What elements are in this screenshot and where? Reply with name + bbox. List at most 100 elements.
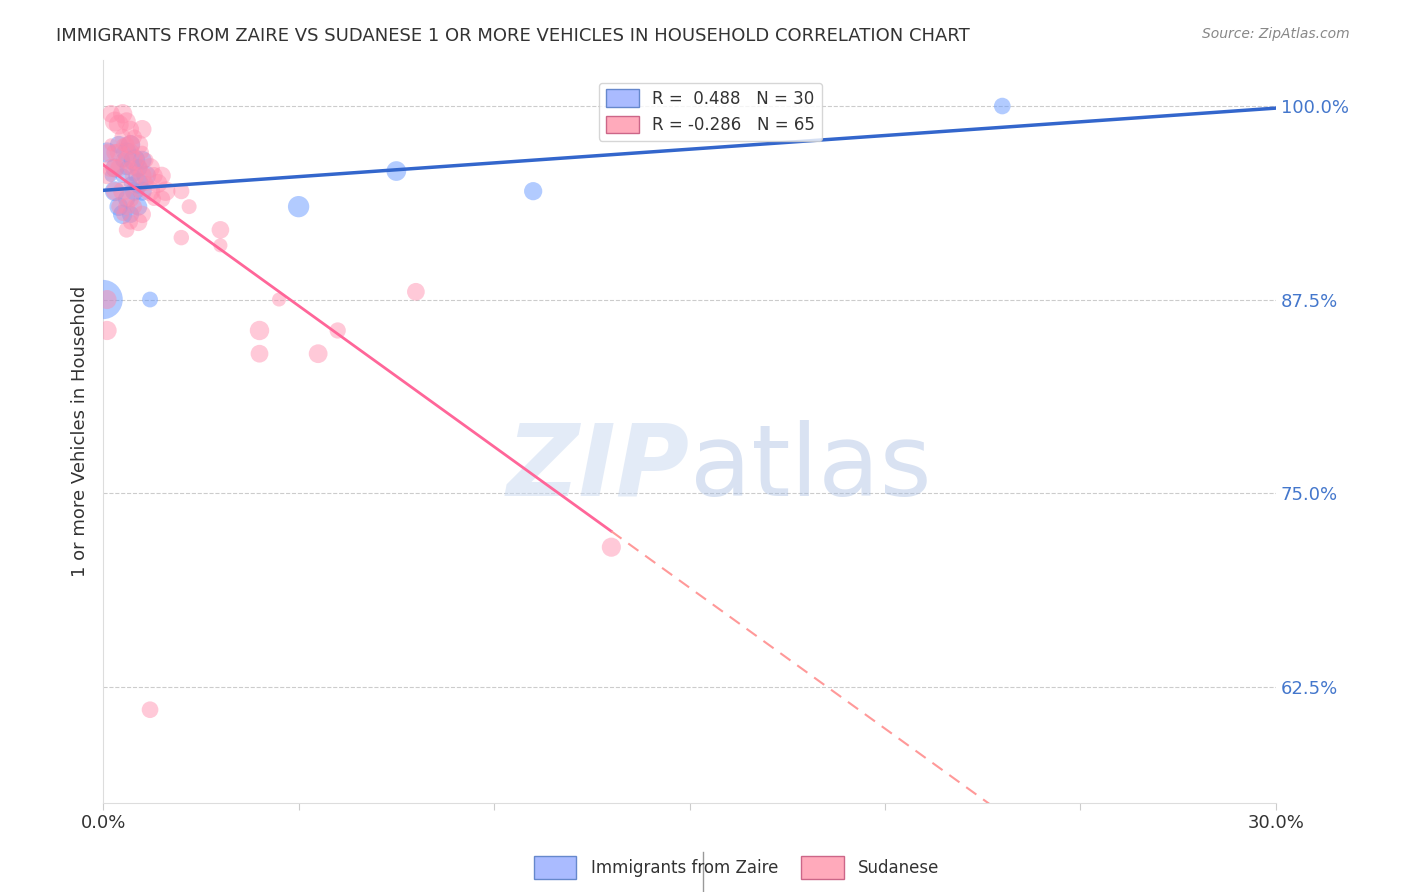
Point [120,177,142,191]
Point [127,177,149,191]
Point [96,169,118,183]
Point [179,200,201,214]
Point [120,161,142,175]
Point [127,200,149,214]
Point [107,137,129,152]
Point [135,177,157,191]
Y-axis label: 1 or more Vehicles in Household: 1 or more Vehicles in Household [72,285,89,577]
Point [104,114,127,128]
Point [135,153,157,168]
Point [287,200,309,214]
Point [120,137,142,152]
Point [131,145,153,160]
Text: Source: ZipAtlas.com: Source: ZipAtlas.com [1202,27,1350,41]
Point [96,293,118,307]
Point [115,145,138,160]
Point [115,114,138,128]
Point [326,323,349,337]
Point [104,184,127,198]
Point [104,161,127,175]
Point [100,137,122,152]
Point [139,161,162,175]
Point [96,145,118,160]
Point [100,107,122,121]
Point [267,293,290,307]
Point [111,153,134,168]
Point [124,169,146,183]
Point [91,293,114,307]
Point [107,118,129,132]
Point [146,177,169,191]
Point [115,161,138,175]
Point [127,161,149,175]
Point [142,169,165,183]
Point [107,145,129,160]
Text: IMMIGRANTS FROM ZAIRE VS SUDANESE 1 OR MORE VEHICLES IN HOUSEHOLD CORRELATION CH: IMMIGRANTS FROM ZAIRE VS SUDANESE 1 OR M… [56,27,970,45]
Point [107,200,129,214]
Point [249,323,271,337]
Text: Sudanese: Sudanese [858,859,939,877]
Point [209,223,232,237]
Point [139,293,162,307]
Point [170,184,193,198]
Text: ZIP: ZIP [506,420,689,516]
Point [131,169,153,183]
Point [100,169,122,183]
Point [120,207,142,221]
Point [120,215,142,229]
Point [107,161,129,175]
Point [522,184,544,198]
Point [127,184,149,198]
Point [111,207,134,221]
Point [124,153,146,168]
Point [111,184,134,198]
Point [385,164,408,178]
Point [96,323,118,337]
Point [104,145,127,160]
Point [150,169,173,183]
Point [127,161,149,175]
Point [124,130,146,145]
Point [111,107,134,121]
Point [120,145,142,160]
Point [131,184,153,198]
Point [135,169,157,183]
Point [115,223,138,237]
Point [120,137,142,152]
Point [127,215,149,229]
Text: atlas: atlas [689,420,931,516]
Point [111,137,134,152]
Point [104,184,127,198]
Point [131,207,153,221]
Point [104,161,127,175]
Point [249,347,271,361]
Point [127,137,149,152]
Point [124,184,146,198]
Point [115,153,138,168]
Point [139,184,162,198]
Point [209,238,232,252]
Point [115,137,138,152]
Point [139,703,162,717]
Point [142,192,165,206]
Point [107,200,129,214]
Point [111,130,134,145]
Point [115,200,138,214]
Point [991,99,1014,113]
Legend: R =  0.488   N = 30, R = -0.286   N = 65: R = 0.488 N = 30, R = -0.286 N = 65 [599,83,823,141]
Point [120,192,142,206]
Point [307,347,329,361]
Point [405,285,427,299]
Point [100,161,122,175]
Point [150,192,173,206]
Point [120,122,142,136]
Point [96,145,118,160]
Point [155,184,177,198]
Point [131,153,153,168]
Point [600,540,623,554]
Point [124,200,146,214]
Point [170,230,193,244]
Point [124,153,146,168]
Point [115,192,138,206]
Point [111,169,134,183]
